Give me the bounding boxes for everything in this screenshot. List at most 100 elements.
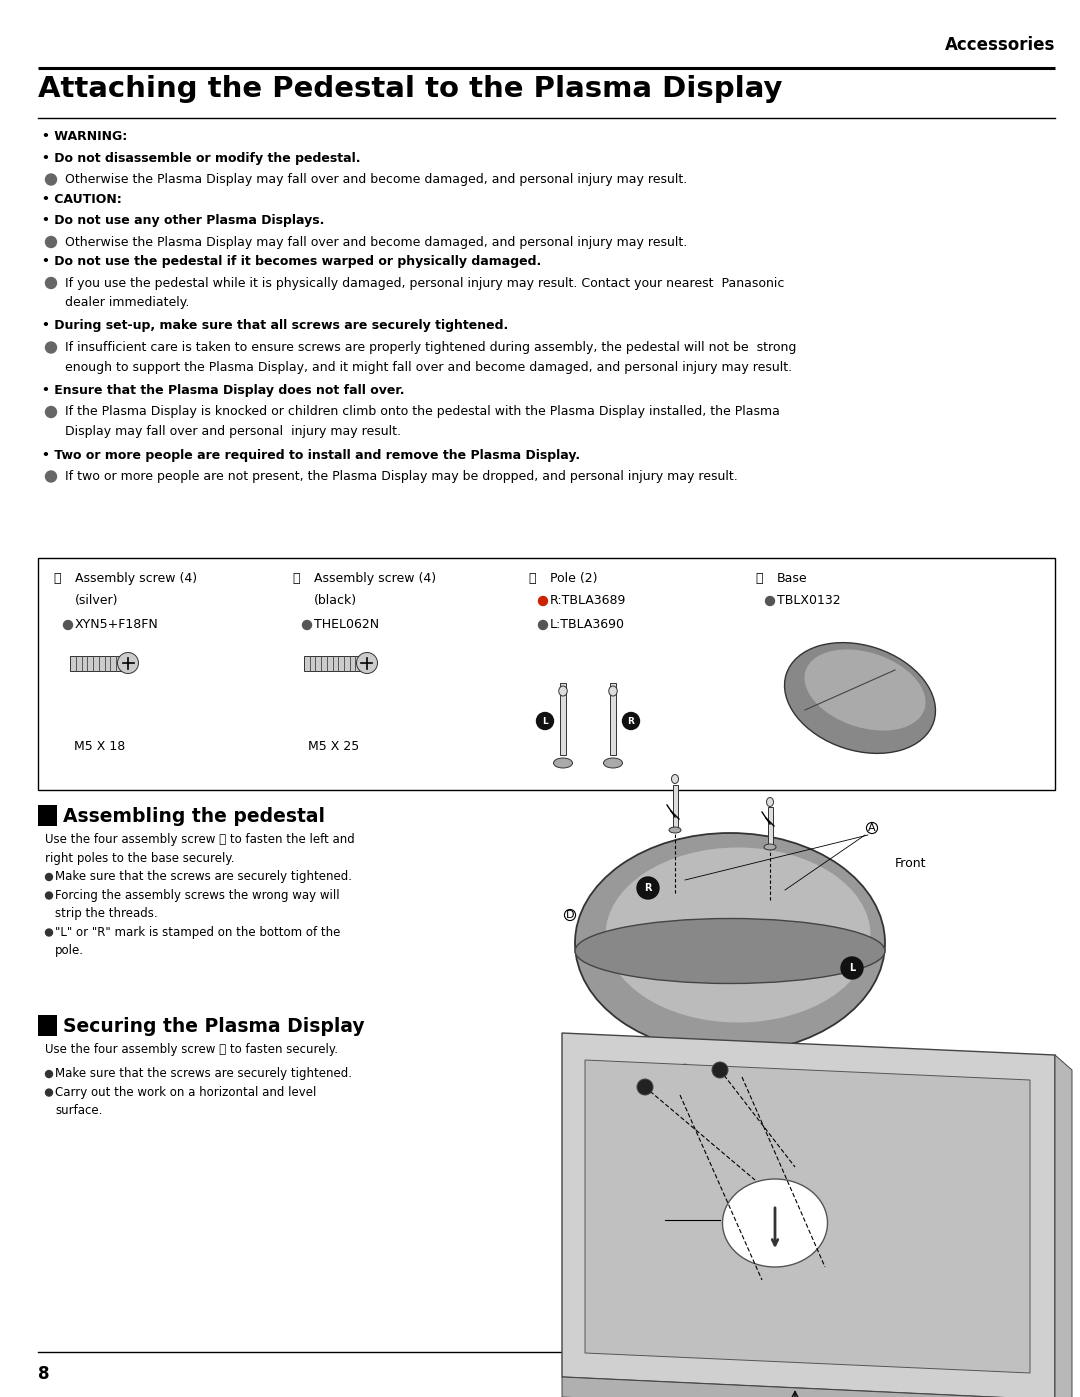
Bar: [561, 683, 566, 754]
Circle shape: [64, 620, 72, 630]
Text: pole.: pole.: [55, 944, 84, 957]
Text: If you use the pedestal while it is physically damaged, personal injury may resu: If you use the pedestal while it is phys…: [65, 277, 784, 289]
Text: 8: 8: [38, 1365, 50, 1383]
Text: M5 X 25: M5 X 25: [309, 740, 360, 753]
Text: surface.: surface.: [55, 1104, 103, 1118]
Bar: [38, 557, 1055, 789]
Text: R: R: [627, 717, 634, 725]
Bar: [70, 655, 122, 671]
Text: Base: Base: [777, 571, 808, 585]
Text: XYN5+F18FN: XYN5+F18FN: [75, 617, 159, 631]
Circle shape: [45, 278, 56, 289]
Text: Securing the Plasma Display: Securing the Plasma Display: [63, 1017, 365, 1037]
Circle shape: [766, 597, 774, 605]
Text: Attaching the Pedestal to the Plasma Display: Attaching the Pedestal to the Plasma Dis…: [38, 75, 783, 103]
Text: Ⓐ: Ⓐ: [53, 571, 60, 585]
Circle shape: [537, 712, 554, 729]
Bar: [38, 1016, 57, 1037]
Text: Otherwise the Plasma Display may fall over and become damaged, and personal inju: Otherwise the Plasma Display may fall ov…: [65, 173, 687, 186]
Text: L: L: [849, 963, 855, 972]
Circle shape: [637, 877, 659, 900]
Text: • During set-up, make sure that all screws are securely tightened.: • During set-up, make sure that all scre…: [42, 320, 509, 332]
Ellipse shape: [764, 844, 777, 849]
Text: Front: Front: [895, 856, 927, 870]
Ellipse shape: [558, 686, 567, 696]
Circle shape: [45, 471, 56, 482]
Bar: [768, 807, 772, 847]
Text: • WARNING:: • WARNING:: [42, 130, 127, 142]
Circle shape: [118, 652, 138, 673]
Circle shape: [45, 236, 56, 247]
Ellipse shape: [575, 833, 885, 1053]
Polygon shape: [562, 1377, 1055, 1397]
Text: Display may fall over and personal  injury may result.: Display may fall over and personal injur…: [65, 425, 401, 439]
Circle shape: [45, 893, 53, 900]
Text: R: R: [645, 883, 651, 893]
Bar: [673, 785, 677, 830]
Text: • Do not use any other Plasma Displays.: • Do not use any other Plasma Displays.: [42, 214, 324, 226]
Polygon shape: [585, 1060, 1030, 1373]
Text: • CAUTION:: • CAUTION:: [42, 193, 122, 205]
Text: Assembly screw (4): Assembly screw (4): [75, 571, 198, 585]
Text: "L" or "R" mark is stamped on the bottom of the: "L" or "R" mark is stamped on the bottom…: [55, 925, 340, 939]
Ellipse shape: [669, 827, 681, 833]
Text: Use the four assembly screw Ⓑ to fasten securely.: Use the four assembly screw Ⓑ to fasten …: [45, 1044, 338, 1056]
Ellipse shape: [606, 848, 870, 1023]
Ellipse shape: [784, 643, 935, 753]
Ellipse shape: [604, 759, 622, 768]
Text: TBLX0132: TBLX0132: [777, 594, 840, 608]
Circle shape: [45, 1090, 53, 1097]
Circle shape: [45, 929, 53, 936]
Text: M5 X 18: M5 X 18: [75, 740, 125, 753]
Text: strip the threads.: strip the threads.: [55, 907, 158, 921]
Circle shape: [45, 1070, 53, 1077]
Text: Pole (2): Pole (2): [550, 571, 597, 585]
Ellipse shape: [767, 798, 773, 806]
Circle shape: [622, 712, 639, 729]
Text: Carry out the work on a horizontal and level: Carry out the work on a horizontal and l…: [55, 1085, 316, 1098]
Text: A: A: [868, 823, 876, 833]
Text: (black): (black): [314, 594, 357, 608]
Text: • Ensure that the Plasma Display does not fall over.: • Ensure that the Plasma Display does no…: [42, 384, 405, 397]
Text: Make sure that the screws are securely tightened.: Make sure that the screws are securely t…: [55, 870, 352, 883]
Circle shape: [45, 175, 56, 184]
Text: • Do not disassemble or modify the pedestal.: • Do not disassemble or modify the pedes…: [42, 151, 361, 165]
Ellipse shape: [805, 650, 926, 731]
Text: dealer immediately.: dealer immediately.: [65, 296, 189, 309]
Text: Make sure that the screws are securely tightened.: Make sure that the screws are securely t…: [55, 1067, 352, 1080]
Text: enough to support the Plasma Display, and it might fall over and become damaged,: enough to support the Plasma Display, an…: [65, 360, 792, 373]
Ellipse shape: [723, 1179, 827, 1267]
Text: • Two or more people are required to install and remove the Plasma Display.: • Two or more people are required to ins…: [42, 448, 580, 461]
Ellipse shape: [609, 686, 618, 696]
Circle shape: [637, 1078, 653, 1095]
Ellipse shape: [575, 918, 885, 983]
Text: If two or more people are not present, the Plasma Display may be dropped, and pe: If two or more people are not present, t…: [65, 469, 738, 483]
Text: Accessories: Accessories: [945, 36, 1055, 54]
Circle shape: [45, 873, 53, 880]
Bar: [303, 655, 361, 671]
Text: If insufficient care is taken to ensure screws are properly tightened during ass: If insufficient care is taken to ensure …: [65, 341, 796, 353]
Text: Otherwise the Plasma Display may fall over and become damaged, and personal inju: Otherwise the Plasma Display may fall ov…: [65, 236, 687, 249]
Text: L:TBLA3690: L:TBLA3690: [550, 617, 625, 631]
Text: Arrow  mark: Arrow mark: [590, 1213, 662, 1225]
Ellipse shape: [672, 774, 678, 784]
Text: THEL062N: THEL062N: [314, 617, 379, 631]
Circle shape: [356, 652, 378, 673]
Text: • Do not use the pedestal if it becomes warped or physically damaged.: • Do not use the pedestal if it becomes …: [42, 256, 541, 268]
Text: L: L: [542, 717, 548, 725]
Text: B: B: [681, 1065, 689, 1076]
Circle shape: [841, 957, 863, 979]
Text: Ⓒ: Ⓒ: [528, 571, 536, 585]
Bar: [610, 683, 616, 754]
Text: Assembling the pedestal: Assembling the pedestal: [63, 807, 325, 826]
Circle shape: [45, 407, 56, 418]
Polygon shape: [562, 1032, 1055, 1397]
Text: If the Plasma Display is knocked or children climb onto the pedestal with the Pl: If the Plasma Display is knocked or chil…: [65, 405, 780, 419]
Text: Assembly screw (4): Assembly screw (4): [314, 571, 436, 585]
Polygon shape: [1055, 1055, 1072, 1397]
Text: Use the four assembly screw Ⓐ to fasten the left and: Use the four assembly screw Ⓐ to fasten …: [45, 833, 354, 847]
Circle shape: [45, 342, 56, 353]
Text: (silver): (silver): [75, 594, 119, 608]
Circle shape: [712, 1062, 728, 1078]
Text: R:TBLA3689: R:TBLA3689: [550, 594, 626, 608]
